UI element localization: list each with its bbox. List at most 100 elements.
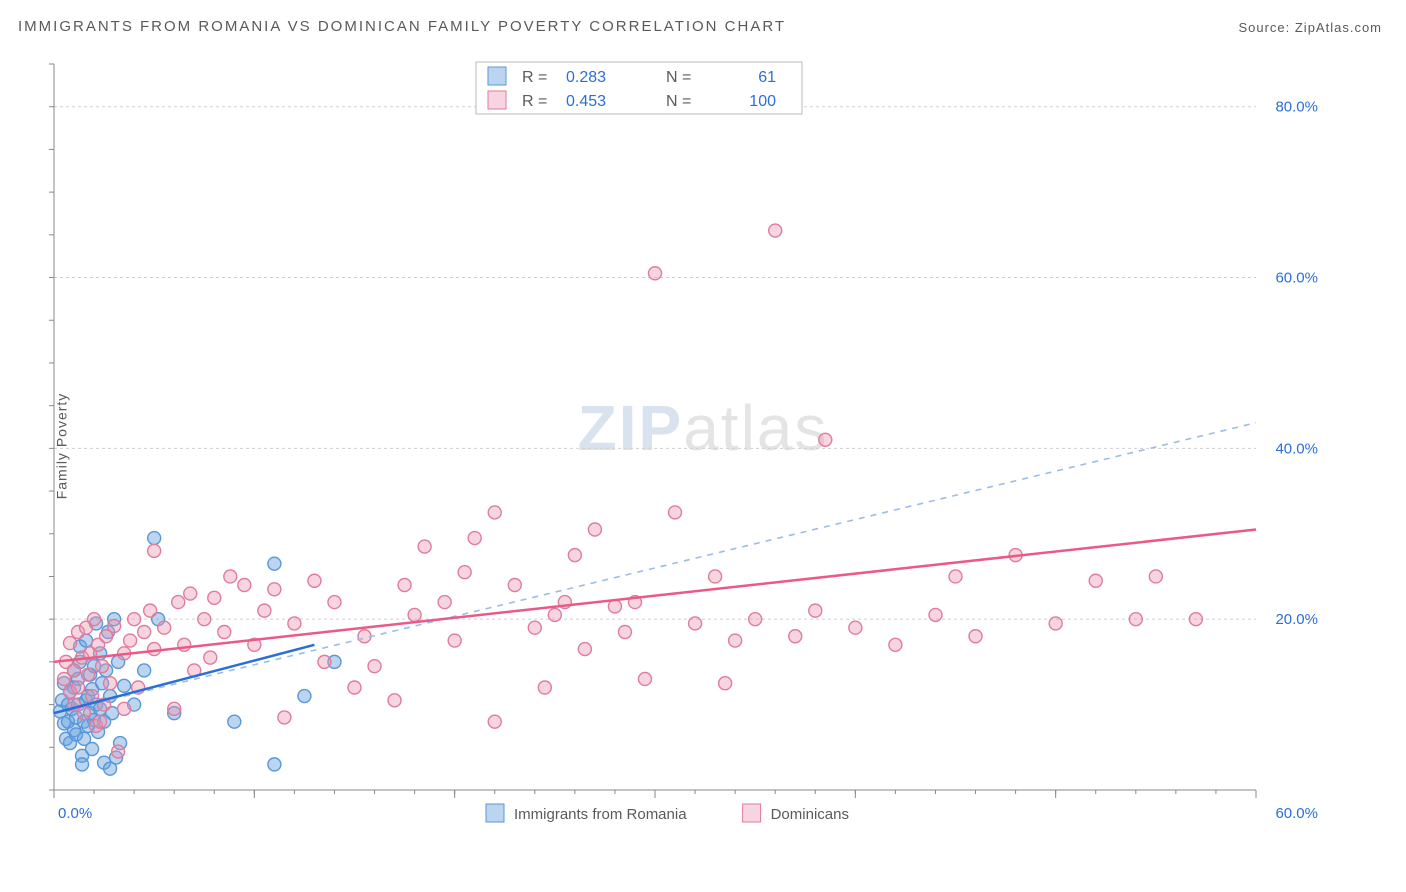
data-point	[528, 621, 541, 634]
data-point	[568, 549, 581, 562]
data-point	[198, 613, 211, 626]
chart-container: IMMIGRANTS FROM ROMANIA VS DOMINICAN FAM…	[0, 0, 1406, 892]
data-point	[719, 677, 732, 690]
data-point	[238, 579, 251, 592]
data-point	[388, 694, 401, 707]
data-point	[809, 604, 822, 617]
svg-text:100: 100	[749, 93, 776, 110]
data-point	[458, 566, 471, 579]
data-point	[278, 711, 291, 724]
svg-text:0.283: 0.283	[566, 69, 606, 86]
svg-text:N =: N =	[666, 69, 691, 86]
plot-area: 20.0% 40.0% 60.0% 80.0% 0.0% 60.0% R = 0.283 N =…	[46, 60, 1336, 830]
svg-text:40.0%: 40.0%	[1275, 440, 1318, 457]
data-point	[76, 758, 89, 771]
data-point	[308, 574, 321, 587]
data-point	[288, 617, 301, 630]
data-point	[348, 681, 361, 694]
svg-text:Dominicans: Dominicans	[771, 806, 849, 823]
data-point	[709, 570, 722, 583]
data-point	[328, 596, 341, 609]
data-point	[1149, 570, 1162, 583]
data-point	[298, 690, 311, 703]
data-point	[158, 621, 171, 634]
data-point	[368, 660, 381, 673]
chart-svg: 20.0% 40.0% 60.0% 80.0% 0.0% 60.0% R = 0.283 N =…	[46, 60, 1336, 830]
data-point	[849, 621, 862, 634]
data-point	[138, 625, 151, 638]
data-point	[78, 707, 91, 720]
data-point	[118, 679, 131, 692]
data-point	[689, 617, 702, 630]
data-point	[108, 620, 121, 633]
data-point	[184, 587, 197, 600]
data-point	[578, 643, 591, 656]
data-point	[749, 613, 762, 626]
data-point	[669, 506, 682, 519]
data-point	[638, 672, 651, 685]
data-point	[148, 544, 161, 557]
data-point	[68, 664, 81, 677]
trend-dash-romania	[54, 423, 1256, 713]
series-dominicans	[58, 224, 1203, 758]
data-point	[118, 702, 131, 715]
data-point	[1189, 613, 1202, 626]
data-point	[1089, 574, 1102, 587]
data-point	[268, 557, 281, 570]
svg-text:20.0%: 20.0%	[1275, 611, 1318, 628]
data-point	[889, 638, 902, 651]
data-point	[72, 681, 85, 694]
data-point	[538, 681, 551, 694]
svg-text:80.0%: 80.0%	[1275, 99, 1318, 116]
svg-text:61: 61	[758, 69, 776, 86]
data-point	[138, 664, 151, 677]
data-point	[218, 625, 231, 638]
data-point	[144, 604, 157, 617]
data-point	[1129, 613, 1142, 626]
data-point	[224, 570, 237, 583]
data-point	[88, 613, 101, 626]
data-point	[729, 634, 742, 647]
data-point	[1049, 617, 1062, 630]
data-point	[258, 604, 271, 617]
legend-correlation: R =0.283N =61R =0.453N =100	[476, 62, 802, 114]
data-point	[508, 579, 521, 592]
data-point	[769, 224, 782, 237]
data-point	[488, 506, 501, 519]
data-point	[112, 745, 125, 758]
data-point	[819, 433, 832, 446]
data-point	[649, 267, 662, 280]
data-point	[789, 630, 802, 643]
data-point	[82, 668, 95, 681]
data-point	[468, 532, 481, 545]
svg-text:R =: R =	[522, 69, 547, 86]
data-point	[618, 625, 631, 638]
data-point	[398, 579, 411, 592]
svg-text:Immigrants from Romania: Immigrants from Romania	[514, 806, 687, 823]
data-point	[548, 608, 561, 621]
data-point	[408, 608, 421, 621]
data-point	[94, 715, 107, 728]
data-point	[268, 583, 281, 596]
data-point	[128, 613, 141, 626]
data-point	[438, 596, 451, 609]
data-point	[86, 690, 99, 703]
data-point	[488, 715, 501, 728]
data-point	[64, 637, 77, 650]
source-attribution: Source: ZipAtlas.com	[1238, 20, 1382, 35]
data-point	[104, 677, 117, 690]
data-point	[204, 651, 217, 664]
trendline-dominicans	[54, 529, 1256, 661]
svg-text:60.0%: 60.0%	[1275, 805, 1318, 822]
chart-title: IMMIGRANTS FROM ROMANIA VS DOMINICAN FAM…	[18, 18, 786, 35]
data-point	[172, 596, 185, 609]
data-point	[148, 532, 161, 545]
data-point	[949, 570, 962, 583]
svg-text:60.0%: 60.0%	[1275, 270, 1318, 287]
data-point	[588, 523, 601, 536]
data-point	[969, 630, 982, 643]
data-point	[929, 608, 942, 621]
data-point	[96, 660, 109, 673]
svg-text:0.0%: 0.0%	[58, 805, 92, 822]
data-point	[86, 743, 99, 756]
